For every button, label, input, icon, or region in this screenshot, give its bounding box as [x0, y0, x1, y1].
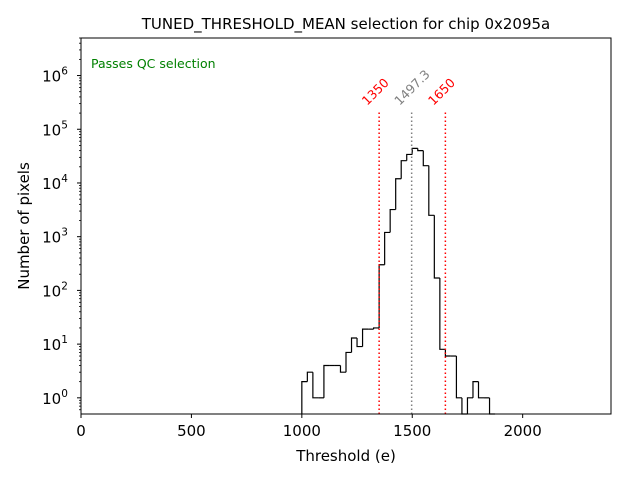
histogram-bin [455, 356, 462, 399]
histogram-bin [323, 364, 330, 398]
y-tick-exponent: 1 [61, 334, 68, 346]
histogram-bin [389, 208, 396, 233]
histogram-bin [477, 381, 485, 399]
x-axis-label: Threshold (e) [295, 447, 396, 465]
histogram-bin [395, 178, 402, 210]
x-tick-label: 2000 [504, 422, 542, 440]
y-tick-label: 100 [42, 388, 68, 408]
plot-frame [80, 37, 612, 415]
histogram-bin [312, 372, 319, 399]
y-tick-base: 10 [42, 68, 61, 86]
histogram-bin [422, 150, 429, 167]
y-tick-base: 10 [42, 282, 61, 300]
y-tick-label: 103 [42, 227, 68, 247]
histogram-bin [339, 365, 346, 373]
histogram-bin [373, 327, 380, 330]
histogram-bin [301, 381, 308, 414]
x-tick-label: 0 [76, 422, 86, 440]
y-tick-exponent: 5 [61, 119, 68, 131]
histogram-bin [306, 371, 313, 382]
y-tick-label: 102 [42, 280, 68, 300]
histogram-bin [411, 147, 418, 155]
qc-annotation: Passes QC selection [91, 56, 216, 71]
y-tick-exponent: 4 [61, 173, 68, 185]
y-axis-label: Number of pixels [15, 162, 33, 290]
y-tick-label: 101 [42, 334, 68, 354]
plot-area [81, 38, 611, 414]
histogram-bin [472, 381, 479, 398]
histogram-bin [406, 153, 413, 161]
y-tick-base: 10 [42, 390, 61, 408]
y-tick-base: 10 [42, 336, 61, 354]
y-tick-exponent: 6 [61, 66, 68, 78]
y-tick-exponent: 2 [61, 280, 68, 292]
histogram-bin [400, 160, 407, 179]
histogram-bin [439, 278, 446, 350]
y-tick-base: 10 [42, 229, 61, 247]
y-tick-exponent: 0 [61, 388, 68, 400]
y-tick-base: 10 [42, 175, 61, 193]
y-tick-label: 106 [42, 66, 68, 86]
y-tick-label: 105 [42, 119, 68, 139]
histogram-bin [466, 397, 473, 414]
histogram-bin [384, 231, 391, 265]
histogram-bin [444, 349, 451, 357]
y-tick-label: 104 [42, 173, 68, 193]
y-tick-base: 10 [42, 121, 61, 139]
x-tick-label: 500 [177, 422, 206, 440]
chart-title: TUNED_THRESHOLD_MEAN selection for chip … [141, 15, 551, 34]
histogram-bin [428, 165, 435, 216]
histogram-bin [361, 328, 369, 347]
histogram-bin [417, 148, 424, 152]
y-tick-exponent: 3 [61, 227, 68, 239]
x-tick-label: 1000 [283, 422, 321, 440]
histogram-bin [356, 337, 363, 348]
histogram-bin [433, 215, 440, 279]
x-tick-label: 1500 [393, 422, 431, 440]
histogram-bin [345, 351, 352, 373]
histogram-bin [350, 337, 358, 353]
